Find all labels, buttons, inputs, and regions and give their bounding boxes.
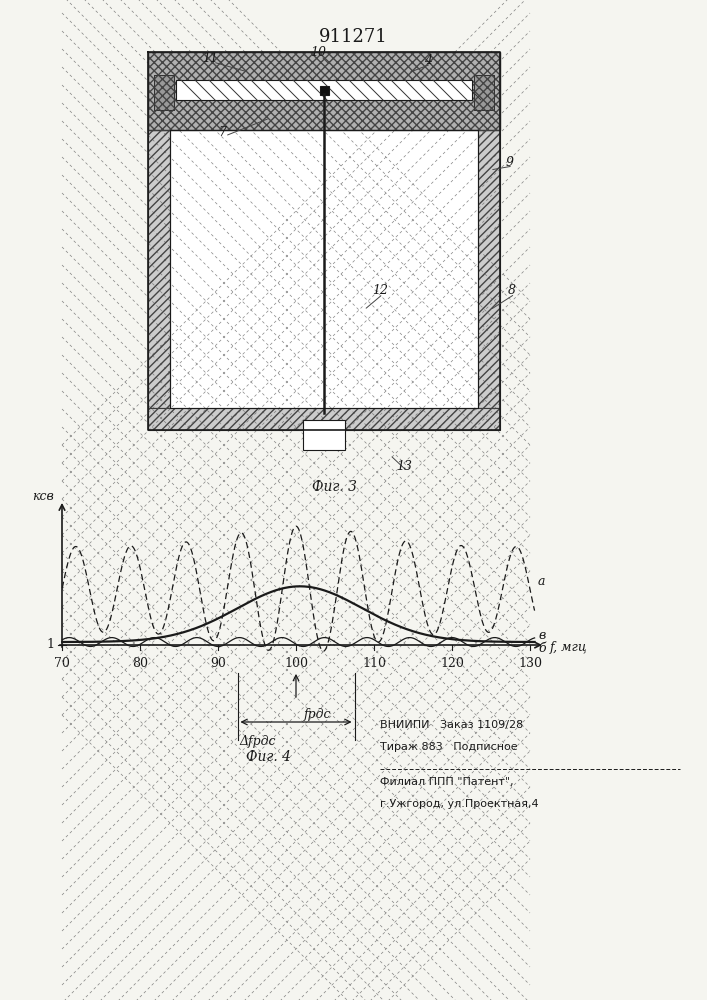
- Bar: [303, 420, 345, 450]
- Bar: [474, 75, 494, 110]
- Text: Фиг. 4: Фиг. 4: [245, 750, 291, 764]
- Bar: [148, 52, 500, 130]
- Text: 12: 12: [372, 284, 388, 296]
- Text: г.Ужгород, ул.Проектная,4: г.Ужгород, ул.Проектная,4: [380, 799, 539, 809]
- Bar: [148, 52, 500, 130]
- Text: в: в: [538, 629, 545, 642]
- Bar: [148, 408, 500, 430]
- Text: Тираж 883   Подписное: Тираж 883 Подписное: [380, 742, 518, 752]
- Text: а: а: [538, 575, 546, 588]
- Text: 80: 80: [132, 657, 148, 670]
- Bar: [154, 75, 174, 110]
- Text: 90: 90: [210, 657, 226, 670]
- Text: Δfрдс: Δfрдс: [240, 735, 276, 748]
- Bar: [148, 130, 170, 408]
- Bar: [478, 130, 500, 408]
- Bar: [320, 86, 329, 95]
- Text: Филиал ППП "Патент",: Филиал ППП "Патент",: [380, 777, 513, 787]
- Bar: [170, 130, 478, 408]
- Bar: [474, 75, 494, 110]
- Text: 110: 110: [362, 657, 386, 670]
- Text: 8: 8: [508, 284, 516, 296]
- Text: f, мгц: f, мгц: [550, 642, 588, 654]
- Text: б: б: [538, 642, 546, 655]
- Bar: [176, 80, 472, 100]
- Bar: [154, 75, 174, 110]
- Text: 70: 70: [54, 657, 70, 670]
- Bar: [148, 408, 500, 430]
- Text: 4: 4: [424, 53, 432, 66]
- Text: ксв: ксв: [33, 490, 54, 504]
- Text: 13: 13: [396, 460, 412, 474]
- Bar: [148, 130, 170, 408]
- Text: fрдс: fрдс: [304, 708, 332, 721]
- Text: 10: 10: [310, 45, 326, 58]
- Text: 911271: 911271: [319, 28, 387, 46]
- Bar: [478, 130, 500, 408]
- Text: ВНИИПИ   Заказ 1109/28: ВНИИПИ Заказ 1109/28: [380, 720, 523, 730]
- Text: 130: 130: [518, 657, 542, 670]
- Text: 120: 120: [440, 657, 464, 670]
- Text: 100: 100: [284, 657, 308, 670]
- Text: 7: 7: [218, 125, 226, 138]
- Text: 1: 1: [46, 639, 54, 652]
- Text: 9: 9: [506, 155, 514, 168]
- Text: Фиг. 3: Фиг. 3: [312, 480, 358, 494]
- Text: 11: 11: [202, 51, 218, 64]
